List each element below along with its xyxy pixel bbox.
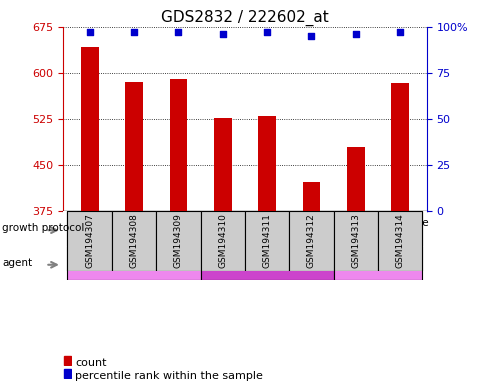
Text: control: control bbox=[115, 258, 153, 268]
Text: count: count bbox=[75, 358, 106, 368]
Text: standard condition: standard condition bbox=[173, 223, 272, 233]
Bar bbox=[169, 79, 187, 211]
Text: agent: agent bbox=[2, 258, 32, 268]
Bar bbox=[125, 82, 143, 211]
Point bbox=[174, 29, 182, 35]
Bar bbox=[257, 116, 275, 211]
FancyBboxPatch shape bbox=[333, 211, 377, 271]
Text: GSM194307: GSM194307 bbox=[85, 214, 94, 268]
Point bbox=[395, 29, 403, 35]
Bar bbox=[213, 118, 231, 211]
Bar bbox=[302, 182, 319, 211]
Bar bbox=[64, 369, 71, 377]
Bar bbox=[81, 46, 98, 211]
Text: control: control bbox=[358, 258, 396, 268]
FancyBboxPatch shape bbox=[200, 246, 333, 280]
FancyBboxPatch shape bbox=[244, 211, 288, 271]
FancyBboxPatch shape bbox=[200, 211, 244, 271]
FancyBboxPatch shape bbox=[112, 211, 156, 271]
Bar bbox=[391, 83, 408, 211]
Text: growth protocol: growth protocol bbox=[2, 223, 85, 233]
Bar bbox=[64, 356, 71, 365]
Bar bbox=[346, 147, 364, 211]
Point bbox=[307, 33, 315, 39]
FancyBboxPatch shape bbox=[67, 211, 377, 246]
Text: GSM194308: GSM194308 bbox=[129, 214, 138, 268]
Text: sphingosine-1-phosphate: sphingosine-1-phosphate bbox=[205, 258, 328, 268]
Text: GSM194311: GSM194311 bbox=[262, 214, 271, 268]
Text: GSM194314: GSM194314 bbox=[395, 214, 404, 268]
Point bbox=[218, 31, 226, 37]
FancyBboxPatch shape bbox=[288, 211, 333, 271]
FancyBboxPatch shape bbox=[156, 211, 200, 271]
Text: feeder-free
Matrigel: feeder-free Matrigel bbox=[371, 218, 428, 239]
Text: GSM194310: GSM194310 bbox=[218, 214, 227, 268]
FancyBboxPatch shape bbox=[377, 211, 422, 246]
Text: GSM194313: GSM194313 bbox=[350, 214, 360, 268]
FancyBboxPatch shape bbox=[67, 246, 200, 280]
Point bbox=[351, 31, 359, 37]
FancyBboxPatch shape bbox=[377, 211, 422, 271]
Text: GSM194312: GSM194312 bbox=[306, 214, 315, 268]
Point bbox=[130, 29, 137, 35]
Text: percentile rank within the sample: percentile rank within the sample bbox=[75, 371, 262, 381]
FancyBboxPatch shape bbox=[67, 211, 112, 271]
Text: GSM194309: GSM194309 bbox=[174, 214, 182, 268]
Point bbox=[263, 29, 271, 35]
Title: GDS2832 / 222602_at: GDS2832 / 222602_at bbox=[161, 9, 328, 25]
FancyBboxPatch shape bbox=[333, 246, 422, 280]
Point bbox=[86, 29, 93, 35]
